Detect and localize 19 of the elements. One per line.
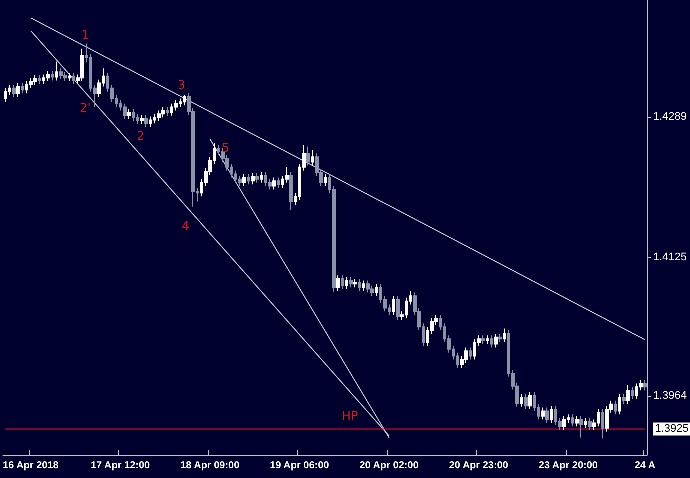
x-tick-label: 24 A	[634, 460, 656, 472]
ref-line-label: 1.3925	[655, 423, 689, 436]
y-tick-label: 1.4125	[653, 252, 688, 264]
x-tick-label: 16 Apr 2018	[3, 460, 60, 472]
x-tick-label: 18 Apr 09:00	[180, 460, 240, 472]
x-tick-label: 17 Apr 12:00	[90, 460, 151, 472]
x-tick-label: 20 Apr 23:00	[449, 460, 509, 472]
y-tick-label: 1.3964	[653, 390, 688, 402]
annotation: 5	[222, 141, 230, 155]
annotation: HP	[342, 409, 358, 423]
x-tick-label: 23 Apr 20:00	[538, 460, 598, 472]
annotation: 2	[137, 129, 145, 143]
x-tick-label: 19 Apr 06:00	[270, 460, 330, 472]
x-tick-label: 20 Apr 02:00	[360, 460, 420, 472]
annotation: 4	[182, 219, 190, 233]
annotation: 3	[178, 78, 186, 92]
annotation: 1	[82, 28, 90, 42]
annotation: 2'	[80, 101, 91, 115]
y-tick-label: 1.4289	[653, 110, 688, 123]
